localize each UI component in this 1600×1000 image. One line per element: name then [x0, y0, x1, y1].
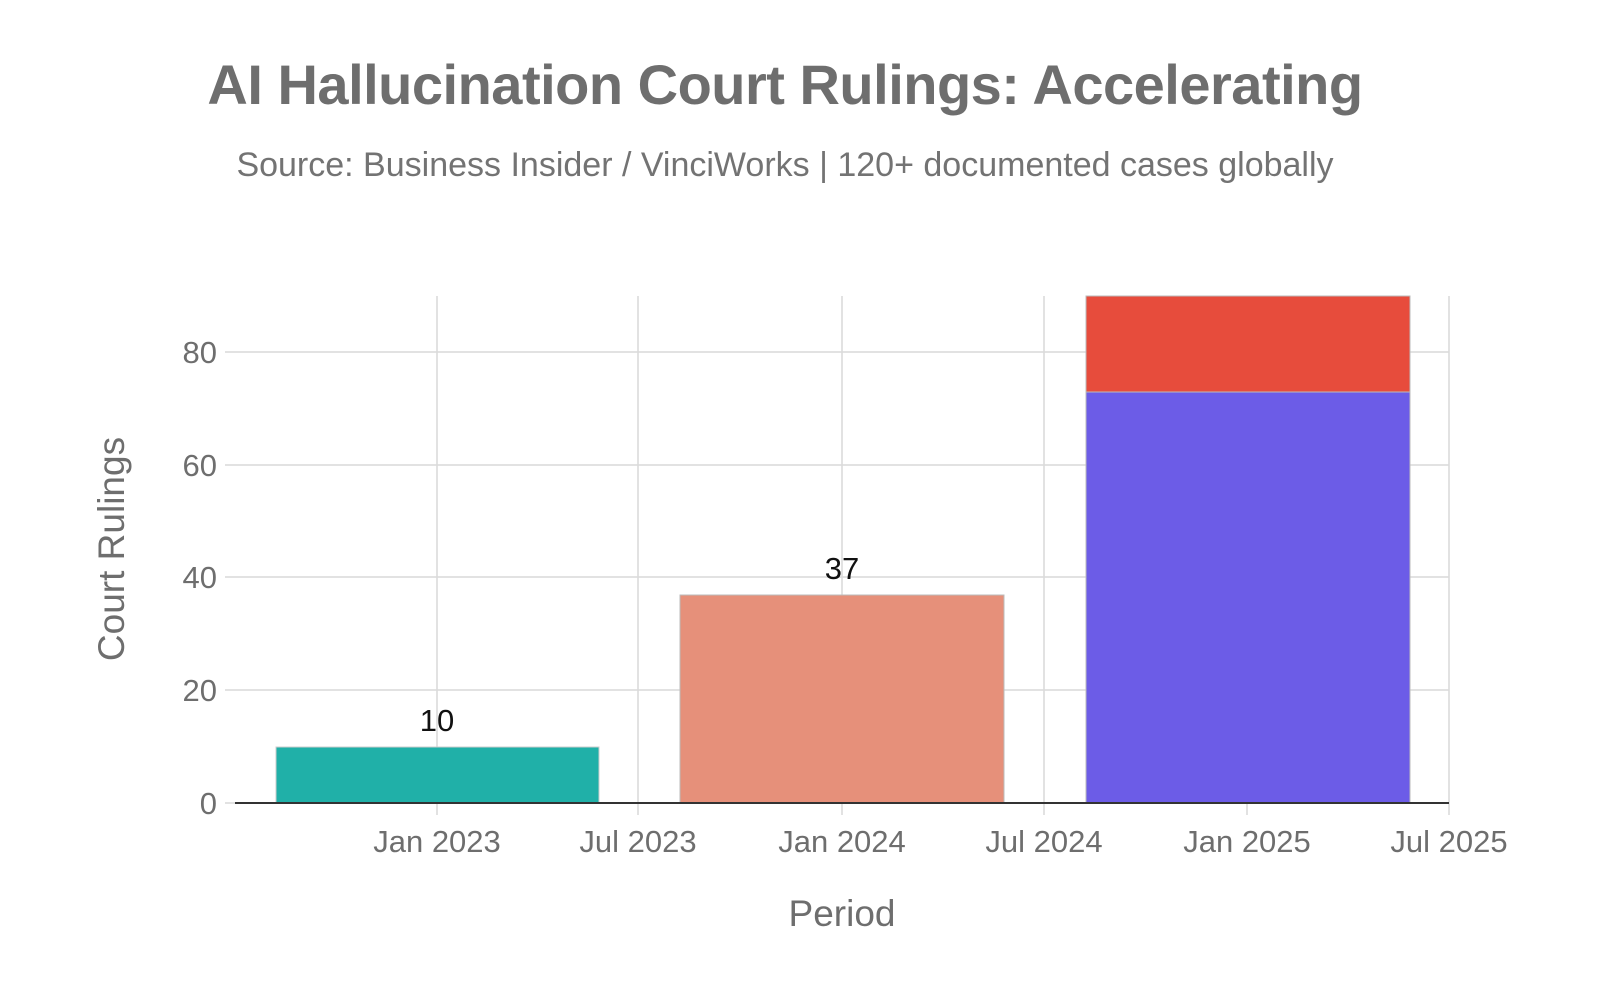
bar-label-2024: 37 [825, 551, 859, 586]
y-tick: 0 [200, 786, 217, 821]
x-tick: Jan 2024 [778, 824, 906, 859]
x-tick: Jul 2024 [985, 824, 1102, 859]
x-tick: Jan 2025 [1183, 824, 1311, 859]
x-axis-ticks: Jan 2023 Jul 2023 Jan 2024 Jul 2024 Jan … [373, 824, 1507, 859]
bar-label-2023: 10 [420, 703, 454, 738]
y-axis-title: Court Rulings [91, 437, 132, 661]
y-tick: 40 [183, 560, 217, 595]
bar-2024[interactable] [679, 594, 1005, 804]
chart-subtitle: Source: Business Insider / VinciWorks | … [236, 146, 1334, 184]
bar-2025-top-segment[interactable] [1085, 295, 1411, 393]
x-tick: Jul 2025 [1390, 824, 1507, 859]
x-tick: Jan 2023 [373, 824, 501, 859]
x-tick: Jul 2023 [579, 824, 696, 859]
bar-2023[interactable] [275, 746, 600, 804]
y-tick: 60 [183, 448, 217, 483]
chart-title: AI Hallucination Court Rulings: Accelera… [207, 53, 1363, 116]
bar-2025-base[interactable] [1085, 391, 1411, 804]
x-axis-title: Period [789, 893, 896, 934]
y-tick: 80 [183, 335, 217, 370]
y-axis-ticks: 0 20 40 60 80 [183, 335, 217, 821]
y-tick: 20 [183, 673, 217, 708]
